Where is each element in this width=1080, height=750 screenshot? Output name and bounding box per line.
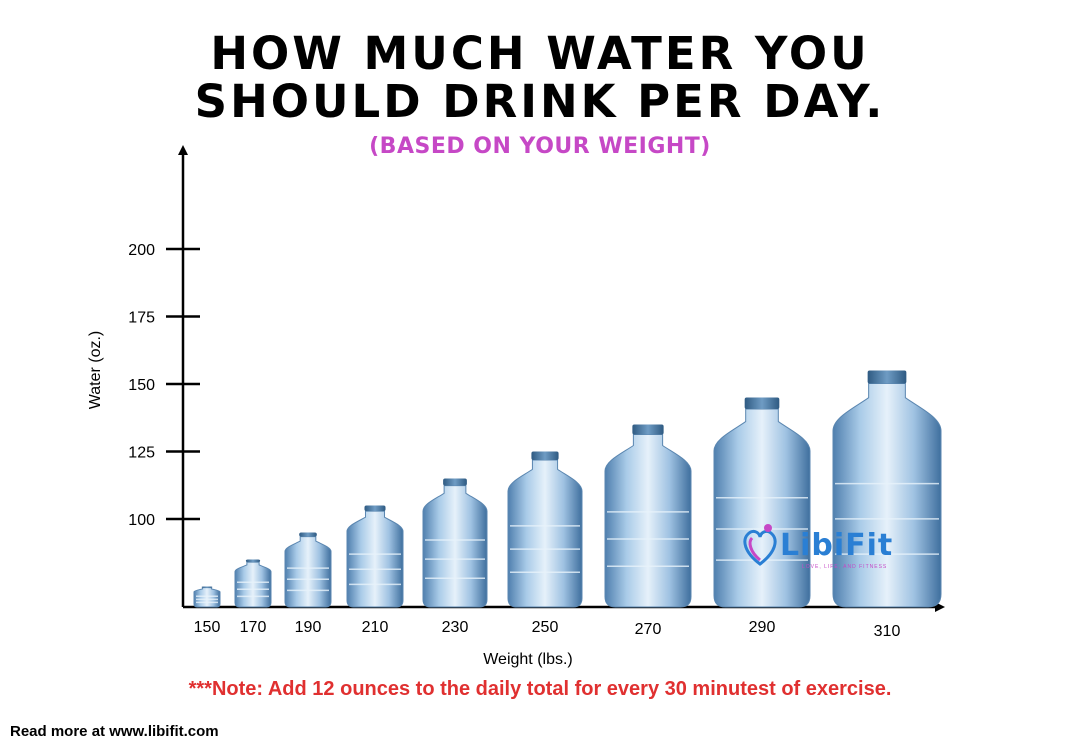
page-title-line-2: SHOULD DRINK PER DAY. [194,75,886,128]
bottle-cap [744,397,780,410]
bottle-body [832,383,942,608]
water-bottle-bar [284,532,332,608]
y-axis-arrow [178,145,188,155]
y-tick-label: 100 [128,512,155,529]
x-tick-label: 210 [362,619,389,636]
y-axis-label: Water (oz.) [87,331,104,410]
bottle-body [713,408,811,608]
page-title-line-1: HOW MUCH WATER YOU [210,27,870,80]
x-axis-label: Weight (lbs.) [483,651,573,668]
water-bottle-bar [507,451,583,608]
bottle-body [284,536,332,608]
water-bottle-bar [234,559,272,608]
bottle-cap [443,478,467,486]
bottle-cap [632,424,664,435]
y-tick-label: 175 [128,310,155,327]
bottle-body [422,485,488,608]
x-tick-label: 170 [240,619,267,636]
bottle-cap [364,505,386,512]
bottle-cap [201,586,213,588]
x-tick-label: 290 [749,619,776,636]
y-tick-label: 125 [128,445,155,462]
water-bottle-bar [422,478,488,608]
libifit-logo: LibiFit LOVE, LIFE, AND FITNESS [740,518,910,578]
water-bottle-bar [832,370,942,608]
water-bottle-bar [193,586,221,608]
footer-link[interactable]: Read more at www.libifit.com [10,723,219,740]
bottle-body [193,587,221,608]
y-tick-label: 150 [128,377,155,394]
logo-tagline: LOVE, LIFE, AND FITNESS [802,564,888,570]
water-bottle-bar [346,505,404,608]
y-tick-label: 200 [128,242,155,259]
logo-name: LibiFit [780,528,894,563]
bottle-body [346,510,404,608]
bottle-body [234,561,272,608]
x-tick-label: 190 [295,619,322,636]
bottle-cap [299,532,317,537]
x-tick-label: 150 [194,619,221,636]
bottle-body [507,459,583,608]
x-tick-label: 310 [874,623,901,640]
bottle-cap [867,370,907,384]
exercise-note: ***Note: Add 12 ounces to the daily tota… [188,678,892,700]
heart-icon [743,524,777,566]
bottle-body [604,434,692,608]
water-bottle-bar [713,397,811,608]
page-subtitle: (BASED ON YOUR WEIGHT) [369,134,711,159]
water-bottle-bar [604,424,692,608]
x-tick-label: 270 [635,621,662,638]
bottle-cap [531,451,559,461]
x-tick-label: 250 [532,619,559,636]
bottle-cap [245,559,261,563]
x-tick-label: 230 [442,619,469,636]
